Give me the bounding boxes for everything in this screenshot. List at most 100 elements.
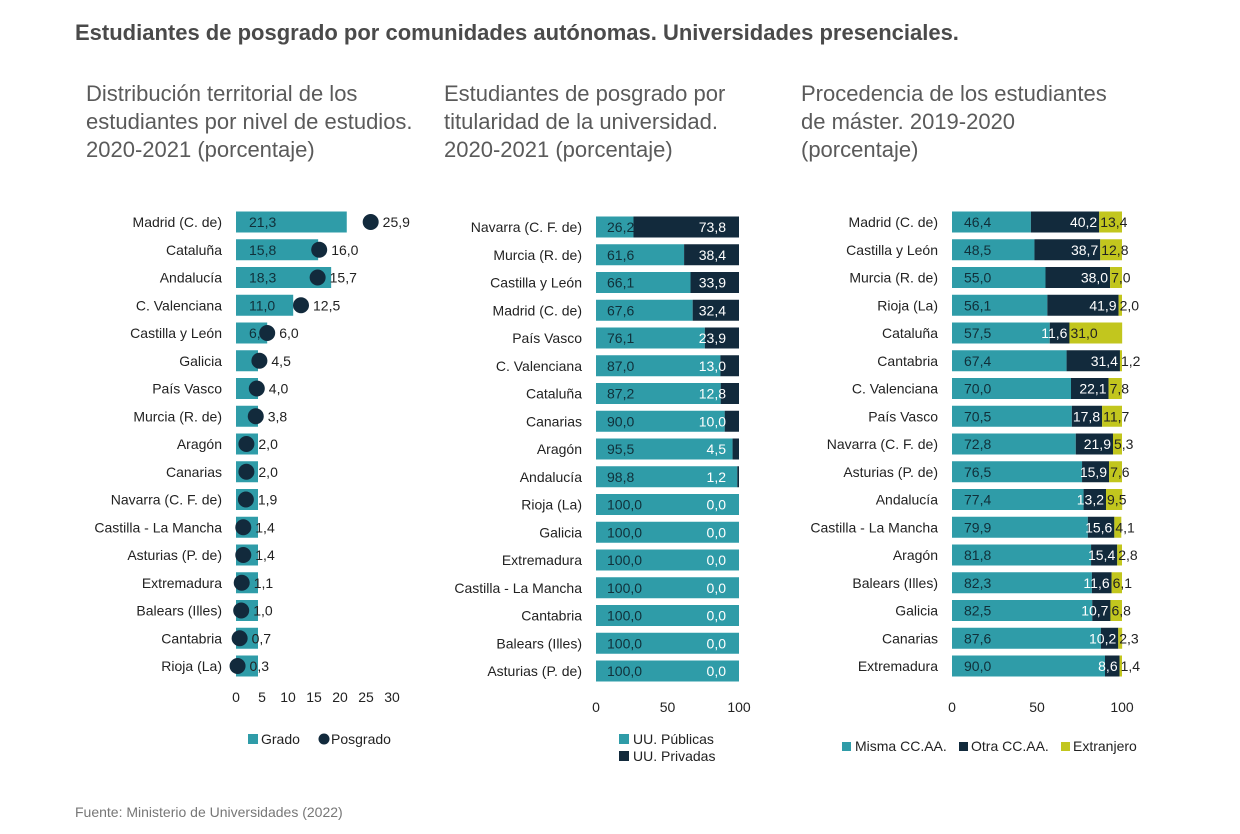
chart3-bar-otra	[1083, 489, 1107, 510]
chart3-bar-extranjero	[1119, 350, 1122, 372]
chart2-bar-publicas	[596, 410, 725, 432]
chart3-bar-otra	[1045, 267, 1111, 288]
chart1-dot-posgrado	[238, 436, 255, 452]
chart1-bar-grado-label: 11,0	[249, 297, 275, 313]
chart3-bar-otra	[1030, 211, 1100, 233]
chart3-bar-misma	[952, 294, 1048, 316]
chart2-category-label: Navarra (C. F. de)	[471, 219, 582, 235]
chart2-bar-publicas	[596, 605, 739, 626]
chart2-bar-privadas-label: 10,0	[699, 413, 726, 429]
chart3-legend-label: Misma CC.AA.	[855, 738, 947, 754]
chart2-bar-publicas-label: 100,0	[607, 497, 642, 513]
chart1-dot-posgrado	[235, 519, 252, 536]
chart3-category-label: Andalucía	[876, 492, 938, 508]
chart1-dot-posgrado	[311, 241, 328, 258]
chart3-bar-misma	[952, 322, 1050, 344]
chart1-dot-posgrado-label: 2,0	[258, 436, 278, 452]
chart3-bar-extranjero-label: 4,1	[1115, 519, 1135, 535]
chart2-bar-publicas-label: 87,2	[607, 386, 634, 402]
chart2-bar-publicas	[596, 660, 739, 682]
chart2-bar-publicas	[596, 327, 705, 349]
chart2-category-label: Andalucía	[520, 469, 582, 485]
chart1-bar-grado	[236, 350, 258, 372]
chart3-bar-otra	[1092, 600, 1111, 621]
chart3-bar-misma-label: 77,4	[964, 492, 991, 508]
chart1-dot-posgrado-label: 16,0	[331, 242, 358, 258]
chart3-bar-otra	[1075, 433, 1113, 455]
chart2-bar-privadas	[720, 383, 739, 404]
chart1-dot-posgrado	[293, 297, 309, 314]
chart2-bar-privadas	[737, 466, 739, 488]
chart3-bar-extranjero-label: 13,4	[1100, 214, 1127, 230]
chart2-bar-privadas	[692, 299, 739, 321]
chart3-bar-extranjero-label: 12,8	[1101, 242, 1128, 258]
chart1-legend-posgrado-swatch	[318, 733, 330, 745]
chart2-bar-privadas-label: 0,0	[707, 580, 727, 596]
chart2-bar-publicas	[596, 632, 739, 654]
chart3-x-tick: 50	[1029, 699, 1045, 715]
chart2-bar-publicas-label: 100,0	[607, 552, 642, 568]
chart3-bar-extranjero-label: 2,0	[1120, 297, 1140, 313]
chart3-bar-extranjero-label: 7,8	[1110, 381, 1130, 397]
chart3-bar-otra-label: 10,2	[1089, 630, 1116, 646]
chart3-bar-misma-label: 46,4	[964, 214, 991, 230]
chart2-category-label: Canarias	[526, 413, 582, 429]
chart3-bar-extranjero-label: 9,5	[1107, 492, 1127, 508]
chart2-x-tick: 0	[592, 699, 600, 715]
chart2-bar-privadas	[704, 327, 739, 349]
chart3-bar-extranjero	[1108, 378, 1122, 399]
chart3-bar-misma	[952, 267, 1046, 288]
main-title: Estudiantes de posgrado por comunidades …	[75, 20, 959, 45]
chart3-category-label: C. Valenciana	[852, 381, 938, 397]
chart3-bar-otra-label: 41,9	[1089, 297, 1116, 313]
chart2-bar-publicas-label: 67,6	[607, 302, 634, 318]
chart3-bar-misma	[952, 461, 1083, 483]
chart3-title: Procedencia de los estudiantes de máster…	[801, 81, 1107, 162]
chart1-dot-posgrado-label: 1,0	[253, 603, 273, 619]
chart1-category-label: Balears (Illes)	[136, 603, 222, 619]
chart2-bar-publicas-label: 100,0	[607, 663, 642, 679]
chart1-dot-posgrado-label: 1,4	[255, 547, 275, 563]
chart3-category-label: Navarra (C. F. de)	[827, 436, 938, 452]
chart2-legend-privadas-label: UU. Privadas	[633, 748, 715, 764]
chart2-bar-privadas-label: 0,0	[707, 524, 727, 540]
chart1-dot-posgrado-label: 0,3	[250, 658, 270, 674]
chart1-x-tick: 5	[258, 689, 266, 705]
chart1-bar-grado-label: 21,3	[249, 214, 276, 230]
chart2-bar-privadas	[724, 410, 739, 432]
chart3-bar-otra-label: 8,6	[1098, 658, 1118, 674]
chart3-bar-otra	[1047, 294, 1119, 316]
chart1-dot-posgrado-label: 6,0	[279, 325, 299, 341]
chart2-bar-publicas	[596, 244, 685, 266]
chart1-x-tick: 15	[306, 689, 322, 705]
chart2-bar-publicas	[596, 466, 738, 488]
chart1-dot-posgrado	[233, 602, 250, 619]
chart3-bar-extranjero	[1112, 433, 1122, 455]
chart3-bar-otra	[1091, 544, 1118, 566]
chart3-bar-misma-label: 56,1	[964, 297, 991, 313]
chart2-bar-privadas-label: 13,0	[699, 358, 726, 374]
chart1-dot-posgrado-label: 1,9	[258, 492, 278, 508]
chart3-category-label: Balears (Illes)	[852, 575, 938, 591]
chart1-dot-posgrado-label: 25,9	[383, 214, 410, 230]
chart2-category-label: Cantabria	[521, 608, 582, 624]
chart1-dot-posgrado	[362, 214, 379, 230]
chart3-bar-otra	[1071, 405, 1103, 427]
chart2-bar-privadas	[633, 216, 739, 238]
chart3-bar-extranjero	[1109, 461, 1122, 483]
chart3-bar-extranjero-label: 2,3	[1119, 630, 1139, 646]
chart2-bar-publicas-label: 26,2	[607, 219, 634, 235]
chart3-category-label: Madrid (C. de)	[849, 214, 938, 230]
chart3-bar-misma-label: 72,8	[964, 436, 991, 452]
chart3-bar-misma-label: 55,0	[964, 270, 991, 286]
chart2-bar-publicas	[596, 577, 739, 599]
chart3-bar-otra-label: 22,1	[1079, 381, 1106, 397]
chart2-category-label: País Vasco	[512, 330, 582, 346]
chart1-bar-grado-label: 18,3	[249, 270, 276, 286]
chart3-bar-misma-label: 70,5	[964, 408, 991, 424]
chart1-dot-posgrado-label: 12,5	[313, 297, 340, 313]
chart3-bar-misma-label: 82,5	[964, 603, 991, 619]
chart3-bar-extranjero-label: 1,4	[1121, 658, 1141, 674]
chart1-category-label: C. Valenciana	[136, 297, 222, 313]
chart3-bar-misma-label: 48,5	[964, 242, 991, 258]
